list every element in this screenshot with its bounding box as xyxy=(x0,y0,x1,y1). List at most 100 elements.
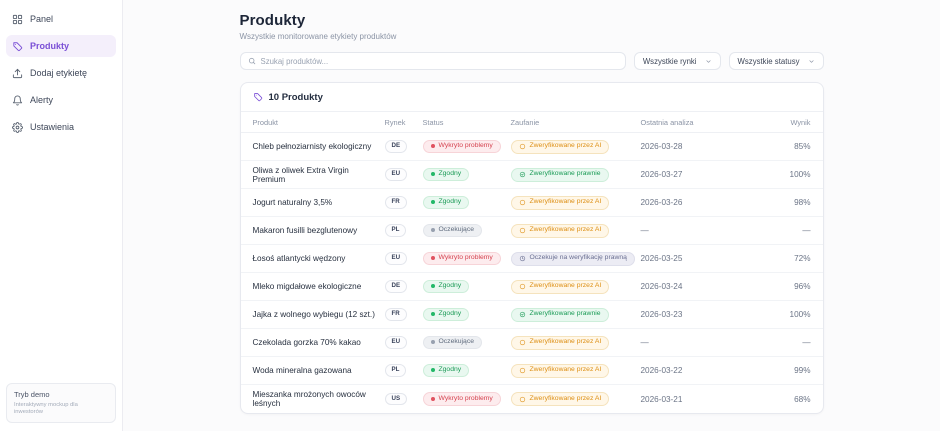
score-value: 85% xyxy=(794,142,811,151)
last-analysis-date: 2026-03-22 xyxy=(640,366,683,375)
trust-badge: Zweryfikowane przez AI xyxy=(510,223,610,238)
last-analysis-date: 2026-03-23 xyxy=(640,310,683,319)
sidebar-item-label: Ustawienia xyxy=(30,122,75,132)
product-name: Woda mineralna gazowana xyxy=(252,366,352,375)
table-row[interactable]: Jajka z wolnego wybiegu (12 szt.) FR Zgo… xyxy=(240,301,823,329)
status-badge: Wykryto problemy xyxy=(422,392,501,406)
last-analysis-date: 2026-03-28 xyxy=(640,142,683,151)
last-analysis-date: 2026-03-25 xyxy=(640,254,683,263)
status-badge: Oczekujące xyxy=(422,223,483,238)
product-name: Jogurt naturalny 3,5% xyxy=(252,198,333,207)
score-value: 99% xyxy=(794,366,811,375)
status-dot-icon xyxy=(430,256,435,261)
last-analysis-date: — xyxy=(640,338,649,347)
filter-label: Wszystkie statusy xyxy=(737,56,800,66)
trust-badge: Zweryfikowane przez AI xyxy=(510,392,610,406)
table-body: Chleb pełnoziarnisty ekologiczny DE Wykr… xyxy=(240,133,823,413)
trust-badge: Zweryfikowane prawnie xyxy=(510,307,609,322)
score-value: 96% xyxy=(794,282,811,291)
filter-dropdown-1[interactable]: Wszystkie statusy xyxy=(728,52,824,70)
column-header: Wynik xyxy=(790,117,811,127)
product-name: Makaron fusilli bezglutenowy xyxy=(252,226,358,235)
column-header: Rynek xyxy=(384,117,406,127)
last-analysis-date: 2026-03-27 xyxy=(640,170,683,179)
table-row[interactable]: Mleko migdałowe ekologiczne DE Zgodny Zw… xyxy=(240,273,823,301)
sidebar-item-alerty[interactable]: Alerty xyxy=(6,89,116,111)
status-badge: Zgodny xyxy=(422,363,470,378)
market-badge: DE xyxy=(384,140,408,153)
filter-dropdown-0[interactable]: Wszystkie rynki xyxy=(633,52,721,70)
trust-badge: Oczekuje na weryfikację prawną xyxy=(510,251,635,266)
demo-mode-subtitle: Interaktywny mockup dla inwestorów xyxy=(14,401,78,415)
table-row[interactable]: Woda mineralna gazowana PL Zgodny Zweryf… xyxy=(240,357,823,385)
sidebar-item-label: Dodaj etykietę xyxy=(30,68,88,78)
last-analysis-date: 2026-03-26 xyxy=(640,198,683,207)
sidebar-nav: Panel Produkty Dodaj etykietę Alerty Ustawie… xyxy=(6,8,116,143)
market-badge: EU xyxy=(384,168,408,181)
sidebar-item-label: Alerty xyxy=(30,95,54,105)
filter-group: Wszystkie rynki Wszystkie statusy xyxy=(633,52,824,70)
status-dot-icon xyxy=(430,340,435,345)
status-dot-icon xyxy=(430,200,435,205)
trust-badge: Zweryfikowane przez AI xyxy=(510,195,610,210)
bell-icon xyxy=(12,95,23,106)
last-analysis-date: 2026-03-21 xyxy=(640,394,683,404)
table-row[interactable]: Chleb pełnoziarnisty ekologiczny DE Wykr… xyxy=(240,133,823,161)
sidebar-item-label: Panel xyxy=(30,14,54,24)
circle-icon xyxy=(519,367,525,374)
market-badge: PL xyxy=(384,364,407,377)
circle-check-icon xyxy=(519,171,525,178)
status-badge: Zgodny xyxy=(422,307,470,322)
circle-icon xyxy=(519,339,525,346)
table-row[interactable]: Jogurt naturalny 3,5% FR Zgodny Zweryfik… xyxy=(240,189,823,217)
score-value: — xyxy=(802,338,811,347)
sidebar-item-produkty[interactable]: Produkty xyxy=(6,35,116,57)
score-value: 72% xyxy=(794,254,811,263)
trust-badge: Zweryfikowane przez AI xyxy=(510,363,610,378)
circle-icon xyxy=(519,396,525,402)
products-card-header: 10 Produkty xyxy=(240,83,823,112)
market-badge: FR xyxy=(384,308,407,321)
trust-badge: Zweryfikowane przez AI xyxy=(510,335,610,350)
last-analysis-date: — xyxy=(640,226,649,235)
products-card: 10 Produkty Produkt Rynek Status Zaufanie Os… xyxy=(239,82,824,414)
sidebar-item-ustawienia[interactable]: Ustawienia xyxy=(6,116,116,138)
table-row[interactable]: Czekolada gorzka 70% kakao EU Oczekujące… xyxy=(240,329,823,357)
table-row[interactable]: Oliwa z oliwek Extra Virgin Premium EU Z… xyxy=(240,161,823,189)
search-input[interactable] xyxy=(260,56,618,66)
market-badge: US xyxy=(384,392,408,406)
product-name: Łosoś atlantycki wędzony xyxy=(252,254,346,263)
status-dot-icon xyxy=(430,172,435,177)
status-dot-icon xyxy=(430,368,435,373)
circle-icon xyxy=(519,283,525,290)
demo-mode-box: Tryb demo Interaktywny mockup dla inwest… xyxy=(6,382,116,423)
status-badge: Oczekujące xyxy=(422,335,483,350)
page-subtitle: Wszystkie monitorowane etykiety produktó… xyxy=(239,32,397,41)
sidebar-item-label: Produkty xyxy=(30,41,70,51)
sidebar-item-dodaj-etykiet-[interactable]: Dodaj etykietę xyxy=(6,62,116,84)
chevron-down-icon xyxy=(808,59,814,63)
last-analysis-date: 2026-03-24 xyxy=(640,282,683,291)
table-header-row: Produkt Rynek Status Zaufanie Ostatnia anali… xyxy=(240,112,823,133)
tag-icon xyxy=(13,41,23,51)
toolbar: Wszystkie rynki Wszystkie statusy xyxy=(239,52,824,70)
product-name: Mleko migdałowe ekologiczne xyxy=(252,282,362,291)
market-badge: DE xyxy=(384,280,408,293)
clock-icon xyxy=(519,255,525,262)
market-badge: FR xyxy=(384,196,407,209)
status-badge: Zgodny xyxy=(422,279,470,294)
main-content: Produkty Wszystkie monitorowane etykiety… xyxy=(123,0,940,431)
sidebar-item-panel[interactable]: Panel xyxy=(6,8,116,30)
market-badge: EU xyxy=(384,336,408,349)
product-name: Jajka z wolnego wybiegu (12 szt.) xyxy=(252,310,375,319)
table-row[interactable]: Makaron fusilli bezglutenowy PL Oczekują… xyxy=(240,217,823,245)
status-dot-icon xyxy=(430,144,435,149)
product-name: Czekolada gorzka 70% kakao xyxy=(252,338,361,347)
search-box[interactable] xyxy=(239,52,626,70)
table-row[interactable]: Łosoś atlantycki wędzony EU Wykryto prob… xyxy=(240,245,823,273)
status-dot-icon xyxy=(430,396,435,401)
table-row[interactable]: Mieszanka mrożonych owoców leśnych US Wy… xyxy=(241,385,823,413)
status-badge: Wykryto problemy xyxy=(422,139,501,154)
circle-icon xyxy=(519,227,525,234)
column-header: Status xyxy=(422,117,444,127)
